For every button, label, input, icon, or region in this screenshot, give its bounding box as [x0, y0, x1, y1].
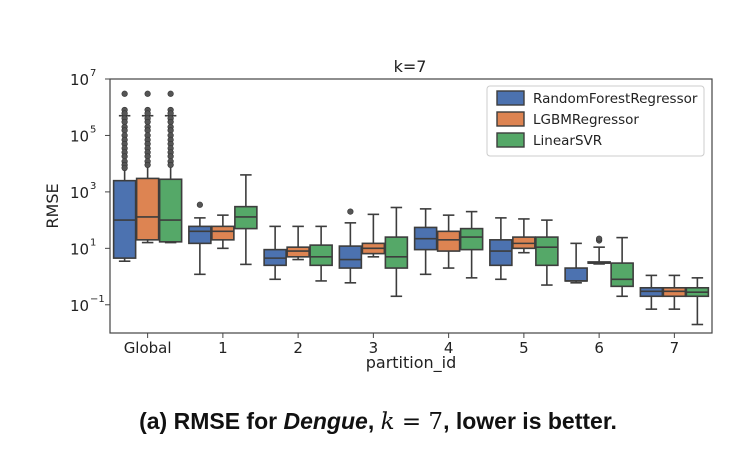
outlier-point — [144, 161, 151, 169]
y-tick-exponent: 5 — [90, 124, 96, 135]
box-randomforestregressor-6 — [564, 242, 588, 284]
box-iqr — [309, 244, 333, 267]
legend-swatch-linearsvr — [496, 132, 525, 148]
box-randomforestregressor-5 — [489, 217, 513, 281]
legend: RandomForestRegressor LGBMRegressor Linear… — [486, 85, 705, 157]
box-iqr — [535, 236, 559, 267]
caption-k-variable: k — [380, 409, 395, 435]
box-linearsvr-4 — [459, 210, 484, 279]
box-linearsvr-global — [158, 90, 183, 244]
figure-caption: (a) RMSE for Dengue, k = 7, lower is bet… — [0, 408, 756, 435]
x-tick-label-1: 1 — [218, 339, 228, 357]
x-tick-label-3: 3 — [369, 339, 379, 357]
y-tick-label: 10 — [70, 297, 89, 315]
box-randomforestregressor-3 — [338, 208, 363, 284]
box-iqr — [158, 178, 183, 243]
plot-frame — [109, 78, 713, 334]
legend-label-lgbmregressor: LGBMRegressor — [533, 112, 639, 128]
box-lgbmregressor-3 — [361, 213, 386, 258]
x-tick-label-global: Global — [124, 339, 172, 357]
box-linearsvr-3 — [384, 206, 409, 298]
outlier-point — [121, 90, 128, 97]
box-linearsvr-1 — [234, 174, 258, 266]
x-tick-label-6: 6 — [594, 339, 604, 357]
box-lgbmregressor-6 — [587, 235, 611, 265]
x-tick-label-2: 2 — [293, 339, 303, 357]
box-randomforestregressor-7 — [639, 274, 664, 310]
y-tick-label: 10 — [70, 127, 89, 145]
legend-label-linearsvr: LinearSVR — [533, 133, 602, 149]
x-tick-label-4: 4 — [444, 339, 454, 357]
y-tick-label: 10 — [70, 184, 89, 202]
x-tick-label-7: 7 — [670, 339, 680, 357]
outlier-point — [347, 208, 354, 215]
box-iqr — [459, 227, 484, 251]
box-lgbmregressor-2 — [286, 225, 310, 261]
x-axis: Global 1 2 3 4 5 6 7 — [124, 333, 679, 357]
box-iqr — [384, 236, 409, 269]
caption-comma: , — [367, 408, 381, 434]
y-tick-exponent: −1 — [90, 294, 105, 305]
y-axis-label: RMSE — [43, 183, 62, 228]
outlier-point — [144, 90, 151, 97]
legend-swatch-lgbmregressor — [496, 111, 525, 127]
box-iqr — [211, 225, 235, 241]
outlier-point — [196, 201, 203, 208]
box-linearsvr-5 — [535, 219, 559, 286]
y-tick-exponent: 1 — [90, 237, 96, 248]
box-lgbmregressor-4 — [436, 214, 461, 269]
box-iqr — [489, 239, 513, 267]
box-lgbmregressor-7 — [662, 274, 687, 310]
box-randomforestregressor-4 — [413, 208, 438, 276]
x-tick-label-5: 5 — [519, 339, 529, 357]
box-randomforestregressor-global — [112, 90, 137, 263]
box-iqr — [436, 230, 461, 252]
legend-label-randomforestregressor: RandomForestRegressor — [533, 91, 698, 107]
box-iqr — [338, 245, 363, 269]
chart-title: k=7 — [394, 57, 427, 76]
caption-prefix: (a) RMSE for — [139, 408, 284, 434]
box-iqr — [564, 267, 588, 282]
y-tick-exponent: 7 — [90, 68, 96, 79]
outlier-point — [596, 235, 603, 242]
caption-equals: = 7 — [394, 409, 444, 435]
caption-dataset: Dengue — [283, 408, 368, 434]
x-axis-label: partition_id — [366, 353, 457, 373]
outlier-point — [167, 90, 174, 97]
box-randomforestregressor-2 — [263, 225, 287, 281]
box-iqr — [286, 246, 310, 258]
box-iqr — [135, 177, 160, 241]
box-lgbmregressor-global — [135, 90, 160, 244]
outlier-point — [121, 164, 128, 172]
box-lgbmregressor-5 — [512, 218, 536, 254]
legend-frame — [486, 85, 705, 157]
box-iqr — [610, 262, 634, 288]
box-linearsvr-2 — [309, 225, 333, 282]
box-linearsvr-7 — [685, 277, 710, 326]
y-tick-label: 10 — [70, 240, 89, 258]
y-tick-label: 10 — [70, 71, 89, 89]
caption-suffix: , lower is better. — [443, 408, 617, 434]
y-tick-exponent: 3 — [90, 181, 96, 192]
box-iqr — [188, 225, 212, 245]
box-randomforestregressor-1 — [188, 201, 212, 276]
box-lgbmregressor-1 — [211, 214, 235, 250]
outlier-point — [167, 161, 174, 169]
legend-swatch-randomforestregressor — [496, 90, 525, 106]
box-linearsvr-6 — [610, 236, 634, 298]
